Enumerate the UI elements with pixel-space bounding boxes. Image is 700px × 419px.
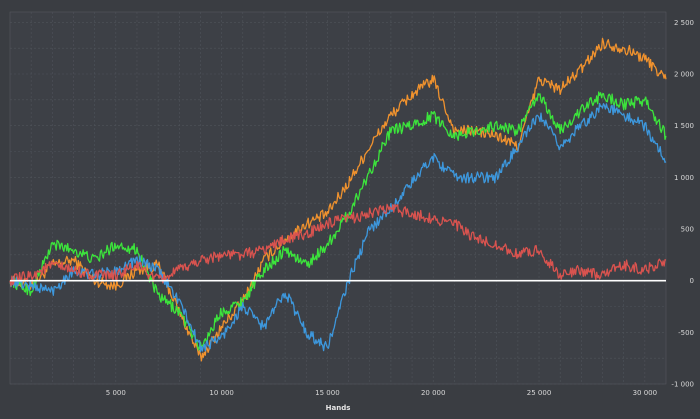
y-tick-label: 2 500 <box>674 19 694 27</box>
grid <box>10 12 666 385</box>
x-tick-label: 25 000 <box>527 389 552 397</box>
y-tick-label: 1 000 <box>674 174 694 182</box>
x-tick-label: 15 000 <box>315 389 340 397</box>
x-tick-label: 5 000 <box>106 389 126 397</box>
y-tick-label: 2 000 <box>674 71 694 79</box>
series-line-2 <box>9 91 667 351</box>
x-axis-ticks: 5 000 10 000 15 000 20 000 25 000 30 000 <box>106 389 657 397</box>
x-tick-label: 20 000 <box>421 389 446 397</box>
series-line-4 <box>9 203 667 287</box>
x-tick-label: 30 000 <box>633 389 658 397</box>
series-line-1 <box>9 37 667 362</box>
y-tick-label: 500 <box>681 226 694 234</box>
x-axis-title: Hands <box>326 404 351 412</box>
y-tick-label: 1 500 <box>674 122 694 130</box>
y-tick-label: -1 000 <box>671 381 694 389</box>
series-lines <box>9 37 667 362</box>
x-tick-label: 10 000 <box>209 389 234 397</box>
y-axis-ticks: 2 500 2 000 1 500 1 000 500 0 -500 -1 000 <box>671 19 694 389</box>
y-tick-label: -500 <box>678 329 694 337</box>
y-tick-label: 0 <box>690 277 694 285</box>
